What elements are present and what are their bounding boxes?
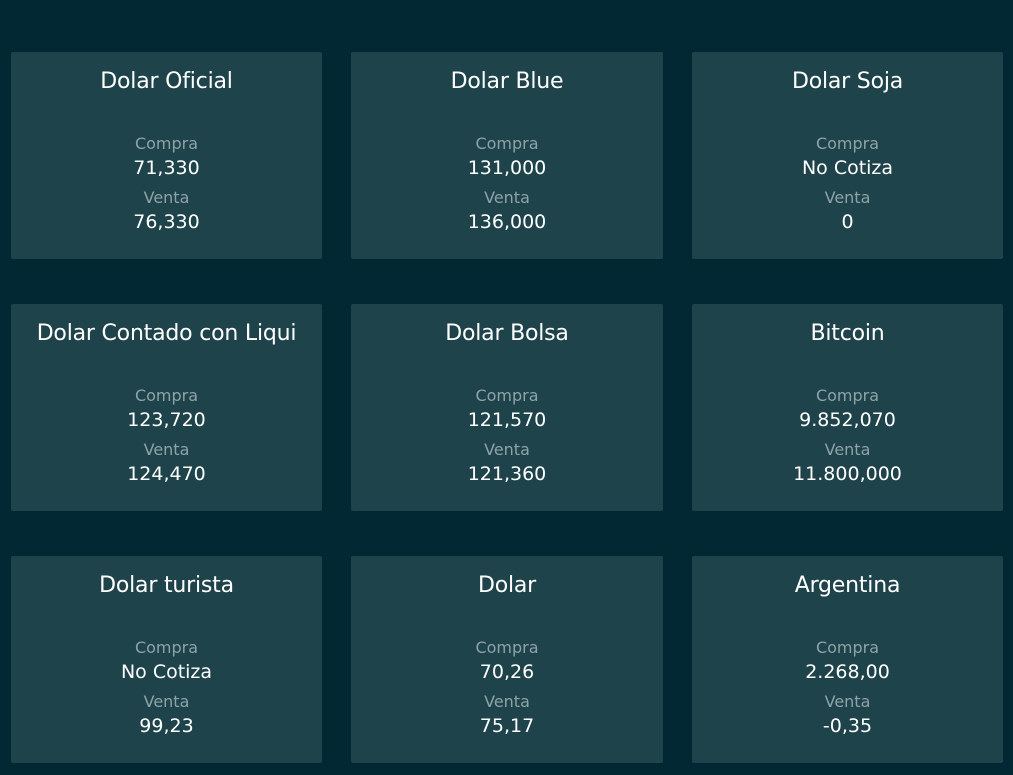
- sell-label: Venta: [143, 692, 190, 711]
- sell-value: 76,330: [133, 211, 200, 233]
- sell-value: 124,470: [127, 463, 206, 485]
- buy-label: Compra: [815, 386, 880, 405]
- card-title: Dolar Oficial: [100, 69, 233, 94]
- buy-value: 2.268,00: [805, 661, 890, 683]
- quote-card-argentina: Argentina Compra 2.268,00 Venta -0,35: [692, 556, 1003, 763]
- buy-label: Compra: [475, 386, 539, 405]
- sell-label: Venta: [824, 440, 871, 459]
- buy-label: Compra: [134, 134, 199, 153]
- sell-label: Venta: [484, 440, 530, 459]
- card-title: Dolar turista: [99, 573, 234, 598]
- sell-label: Venta: [824, 692, 871, 711]
- quote-card-dolar-turista: Dolar turista Compra No Cotiza Venta 99,…: [11, 556, 322, 763]
- buy-value: 121,570: [467, 409, 547, 431]
- sell-label: Venta: [143, 188, 190, 207]
- buy-value: 123,720: [127, 409, 206, 431]
- buy-label: Compra: [475, 134, 539, 153]
- quote-card-dolar-soja: Dolar Soja Compra No Cotiza Venta 0: [692, 52, 1003, 259]
- sell-value: 11.800,000: [793, 463, 902, 485]
- buy-label: Compra: [134, 386, 199, 405]
- card-title: Argentina: [794, 573, 901, 598]
- card-title: Dolar: [477, 573, 537, 598]
- card-title: Bitcoin: [810, 321, 885, 346]
- quote-card-dolar-contado-con-liqui: Dolar Contado con Liqui Compra 123,720 V…: [11, 304, 322, 511]
- quotes-grid: Dolar Oficial Compra 71,330 Venta 76,330…: [11, 52, 1003, 763]
- buy-value: 9.852,070: [799, 409, 896, 431]
- sell-value: 0: [841, 211, 854, 233]
- buy-value: No Cotiza: [120, 661, 213, 683]
- sell-value: 121,360: [467, 463, 547, 485]
- buy-label: Compra: [134, 638, 199, 657]
- card-title: Dolar Blue: [450, 69, 564, 94]
- card-title: Dolar Bolsa: [445, 321, 569, 346]
- buy-label: Compra: [815, 134, 880, 153]
- sell-value: 99,23: [139, 715, 194, 737]
- sell-value: -0,35: [822, 715, 873, 737]
- buy-label: Compra: [815, 638, 880, 657]
- quote-card-dolar-oficial: Dolar Oficial Compra 71,330 Venta 76,330: [11, 52, 322, 259]
- quote-card-bitcoin: Bitcoin Compra 9.852,070 Venta 11.800,00…: [692, 304, 1003, 511]
- buy-value: 70,26: [479, 661, 535, 683]
- buy-label: Compra: [475, 638, 539, 657]
- sell-label: Venta: [484, 692, 530, 711]
- quote-card-dolar-blue: Dolar Blue Compra 131,000 Venta 136,000: [351, 52, 663, 259]
- sell-value: 136,000: [467, 211, 547, 233]
- buy-value: 71,330: [133, 157, 200, 179]
- sell-label: Venta: [824, 188, 871, 207]
- sell-label: Venta: [143, 440, 190, 459]
- card-title: Dolar Contado con Liqui: [36, 321, 297, 346]
- sell-label: Venta: [484, 188, 530, 207]
- quote-card-dolar: Dolar Compra 70,26 Venta 75,17: [351, 556, 663, 763]
- buy-value: No Cotiza: [801, 157, 894, 179]
- quote-card-dolar-bolsa: Dolar Bolsa Compra 121,570 Venta 121,360: [351, 304, 663, 511]
- sell-value: 75,17: [479, 715, 535, 737]
- buy-value: 131,000: [467, 157, 547, 179]
- card-title: Dolar Soja: [791, 69, 904, 94]
